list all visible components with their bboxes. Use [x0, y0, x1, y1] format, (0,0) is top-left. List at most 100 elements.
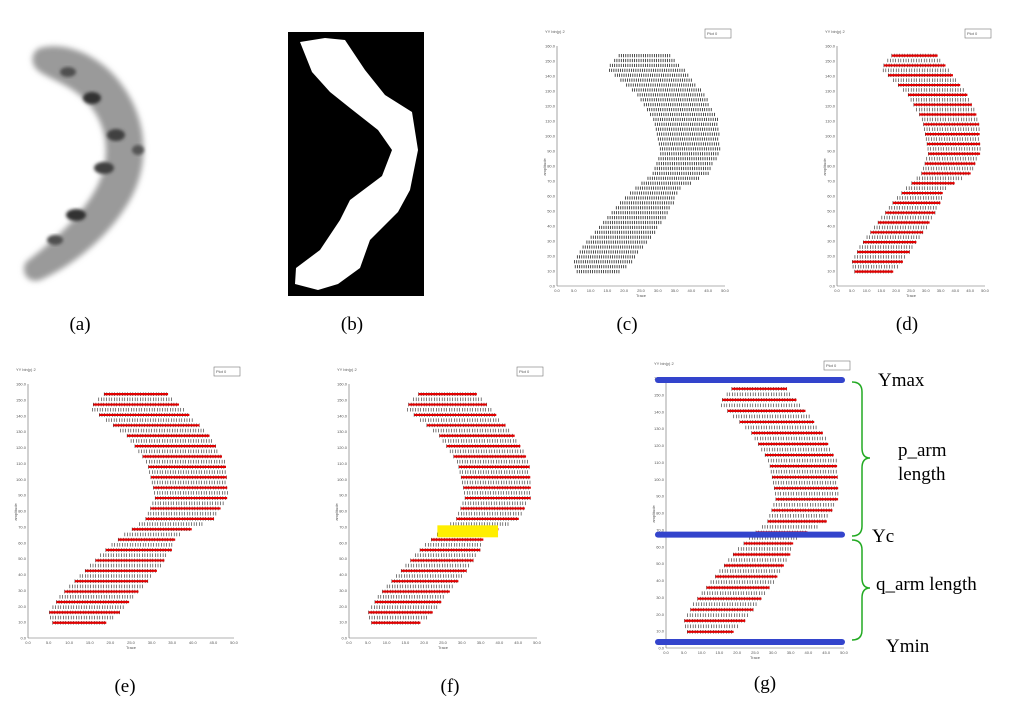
panel-b-binary-mask [288, 32, 424, 296]
y-axis-label: amplitude [542, 158, 547, 176]
y-tick-label: 20.0 [547, 254, 556, 259]
y-tick-label: 30.0 [18, 588, 27, 593]
x-tick-label: 45.0 [704, 288, 713, 293]
y-tick-label: 40.0 [827, 224, 836, 229]
y-tick-label: 120.0 [545, 104, 556, 109]
x-tick-label: 10.0 [65, 640, 74, 645]
y-tick-label: 130.0 [545, 89, 556, 94]
y-tick-label: 160.0 [545, 44, 556, 49]
y-tick-label: 130.0 [337, 429, 348, 434]
x-axis-label: Trace [906, 293, 917, 298]
y-tick-label: 20.0 [18, 604, 27, 609]
y-axis-label: amplitude [822, 158, 827, 176]
x-tick-label: 40.0 [688, 288, 697, 293]
x-tick-label: 0.0 [25, 640, 31, 645]
y-tick-label: 50.0 [18, 556, 27, 561]
x-tick-label: 5.0 [681, 650, 687, 655]
x-tick-label: 50.0 [230, 640, 239, 645]
y-tick-label: 90.0 [547, 149, 556, 154]
plot-window-title: YY bin(y) 2 [337, 367, 357, 372]
plot-legend-box [964, 28, 992, 39]
y-tick-label: 90.0 [827, 149, 836, 154]
x-tick-label: 15.0 [86, 640, 95, 645]
panel-c-pixel-scan-plot: YY bin(y) 2 Plot 0 0.0 10.0 20.0 30.0 40.0 50.0… [542, 28, 732, 298]
x-tick-label: 35.0 [168, 640, 177, 645]
x-tick-label: 10.0 [698, 650, 707, 655]
y-tick-label: 10.0 [339, 620, 348, 625]
y-tick-label: 30.0 [547, 239, 556, 244]
y-tick-label: 10.0 [18, 620, 27, 625]
y-tick-label: 140.0 [16, 413, 27, 418]
x-tick-label: 20.0 [733, 650, 742, 655]
y-tick-label: 30.0 [339, 588, 348, 593]
x-axis-label: Trace [636, 293, 647, 298]
plot-window-title: YY bin(y) 2 [825, 29, 845, 34]
y-tick-label: 60.0 [339, 540, 348, 545]
y-tick-label: 60.0 [18, 540, 27, 545]
x-tick-label: 25.0 [439, 640, 448, 645]
y-tick-label: 40.0 [656, 578, 665, 583]
y-tick-label: 60.0 [827, 194, 836, 199]
x-axis-label: Trace [438, 645, 449, 650]
y-axis-label: amplitude [13, 503, 18, 521]
x-tick-label: 20.0 [107, 640, 116, 645]
x-tick-label: 0.0 [663, 650, 669, 655]
y-tick-label: 90.0 [339, 493, 348, 498]
x-tick-label: 0.0 [554, 288, 560, 293]
y-tick-label: 100.0 [16, 477, 27, 482]
y-tick-label: 130.0 [825, 89, 836, 94]
y-tick-label: 70.0 [547, 179, 556, 184]
y-tick-label: 90.0 [656, 494, 665, 499]
y-tick-label: 40.0 [339, 572, 348, 577]
centromere-band [437, 525, 499, 538]
y-tick-label: 110.0 [337, 461, 347, 466]
plot-legend-box [704, 28, 732, 39]
panel-d-row-scan-plot: YY bin(y) 2 Plot 0 0.0 10.0 20.0 30.0 40.0 50.0… [822, 28, 992, 298]
y-tick-label: 160.0 [825, 44, 836, 49]
y-tick-label: 40.0 [547, 224, 556, 229]
y-tick-label: 70.0 [18, 524, 27, 529]
y-tick-label: 20.0 [656, 612, 665, 617]
y-tick-label: 150.0 [654, 392, 665, 397]
y-tick-label: 140.0 [654, 409, 665, 414]
y-tick-label: 130.0 [654, 426, 665, 431]
y-tick-label: 120.0 [825, 104, 836, 109]
y-tick-label: 80.0 [18, 509, 27, 514]
x-tick-label: 5.0 [365, 640, 371, 645]
x-tick-label: 15.0 [878, 288, 887, 293]
plot-legend-label: Plot 0 [216, 369, 227, 374]
x-tick-label: 10.0 [863, 288, 872, 293]
y-tick-label: 0.0 [341, 636, 347, 641]
x-tick-label: 5.0 [849, 288, 855, 293]
y-tick-label: 60.0 [656, 544, 665, 549]
panel-g-arm-length-plot: YY bin(y) 2 Plot 0 0.0 10.0 20.0 30.0 40.0 50.0… [651, 360, 851, 660]
y-tick-label: 90.0 [18, 493, 27, 498]
x-tick-label: 35.0 [477, 640, 486, 645]
plot-legend-label: Plot 0 [707, 31, 718, 36]
y-tick-label: 110.0 [16, 461, 26, 466]
plot-legend-box [516, 366, 544, 377]
x-tick-label: 30.0 [769, 650, 778, 655]
y-tick-label: 120.0 [16, 445, 27, 450]
x-tick-label: 5.0 [571, 288, 577, 293]
plot-legend-label: Plot 0 [967, 31, 978, 36]
y-tick-label: 80.0 [339, 509, 348, 514]
y-tick-label: 0.0 [829, 284, 835, 289]
x-tick-label: 35.0 [937, 288, 946, 293]
x-tick-label: 30.0 [458, 640, 467, 645]
plot-window-title: YY bin(y) 2 [654, 361, 674, 366]
x-tick-label: 30.0 [654, 288, 663, 293]
y-tick-label: 80.0 [827, 164, 836, 169]
y-tick-label: 50.0 [547, 209, 556, 214]
y-tick-label: 10.0 [547, 269, 556, 274]
y-tick-label: 150.0 [825, 59, 836, 64]
x-tick-label: 10.0 [383, 640, 392, 645]
x-tick-label: 25.0 [127, 640, 136, 645]
x-tick-label: 35.0 [787, 650, 796, 655]
x-tick-label: 20.0 [420, 640, 429, 645]
x-tick-label: 40.0 [805, 650, 814, 655]
x-tick-label: 25.0 [907, 288, 916, 293]
panel-e-row-scan-plot: YY bin(y) 2 Plot 0 0.0 10.0 20.0 30.0 40.0 50.0… [13, 366, 241, 650]
y-tick-label: 20.0 [339, 604, 348, 609]
y-tick-label: 30.0 [656, 595, 665, 600]
